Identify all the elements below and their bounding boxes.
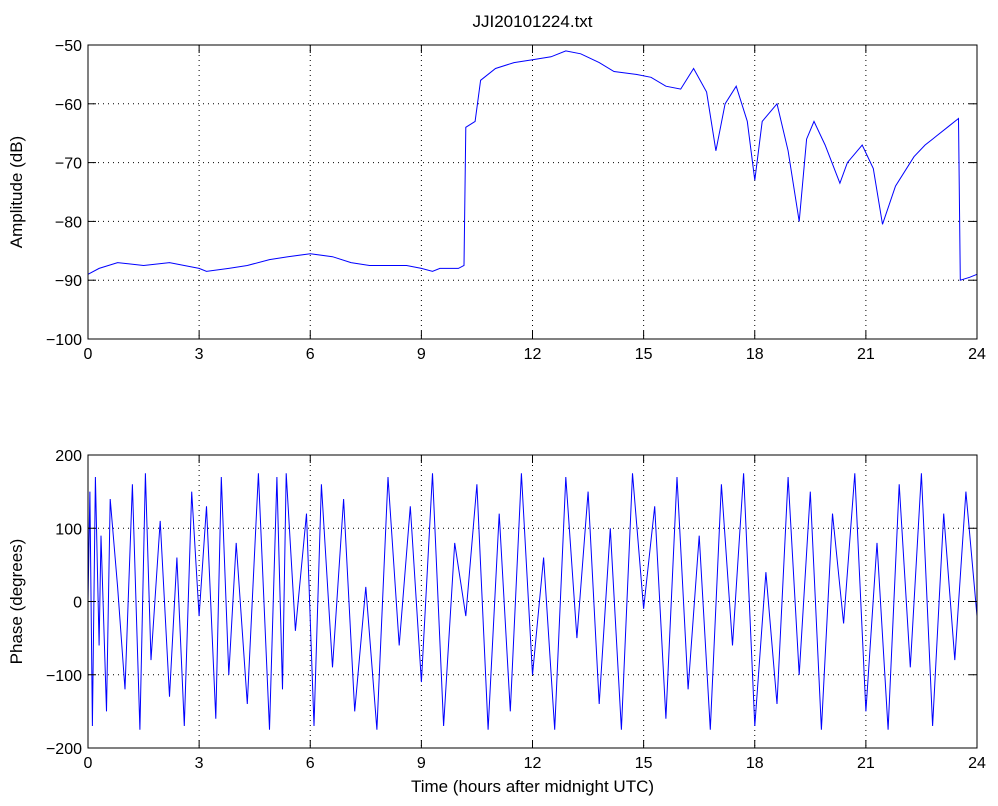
y-tick-label: −50: [55, 38, 82, 55]
y-tick-label: −200: [46, 741, 82, 758]
x-tick-label: 18: [746, 755, 764, 772]
amplitude-y-axis-label: Amplitude (dB): [7, 136, 26, 248]
y-tick-label: −90: [55, 273, 82, 290]
amplitude-grid: [88, 45, 977, 339]
x-tick-label: 3: [195, 346, 204, 363]
y-tick-label: 100: [55, 521, 82, 538]
x-tick-label: 21: [857, 346, 875, 363]
phase-ticks: 0 3 6 9 12 15 18 21 24 200 100 0 −100 −200: [46, 448, 986, 772]
y-tick-label: −70: [55, 156, 82, 173]
x-tick-label: 24: [968, 755, 986, 772]
x-tick-label: 15: [635, 755, 653, 772]
chart-title: JJI20101224.txt: [472, 12, 592, 31]
phase-series-line: [87, 473, 978, 730]
x-tick-label: 0: [84, 346, 93, 363]
x-tick-label: 9: [417, 755, 426, 772]
x-tick-label: 0: [84, 755, 93, 772]
y-tick-label: −100: [46, 668, 82, 685]
amplitude-axes: 0 3 6 9 12 15 18 21 24 −50 −60 −70 −80 −90 −100 JJI201…: [7, 12, 986, 363]
y-tick-label: −100: [46, 332, 82, 349]
x-tick-label: 12: [524, 346, 542, 363]
x-tick-label: 3: [195, 755, 204, 772]
phase-grid: [88, 455, 977, 748]
y-tick-label: −60: [55, 97, 82, 114]
x-tick-label: 9: [417, 346, 426, 363]
phase-axes: 0 3 6 9 12 15 18 21 24 200 100 0 −100 −200 Phase (deg…: [7, 448, 986, 796]
x-tick-label: 18: [746, 346, 764, 363]
x-tick-label: 15: [635, 346, 653, 363]
phase-y-axis-label: Phase (degrees): [7, 539, 26, 665]
y-tick-label: 200: [55, 448, 82, 465]
x-tick-label: 6: [306, 755, 315, 772]
x-tick-label: 12: [524, 755, 542, 772]
x-tick-label: 21: [857, 755, 875, 772]
amplitude-ticks: 0 3 6 9 12 15 18 21 24 −50 −60 −70 −80 −90 −100: [46, 38, 986, 363]
y-tick-label: 0: [73, 595, 82, 612]
x-tick-label: 6: [306, 346, 315, 363]
amplitude-series-line: [87, 50, 978, 281]
y-tick-label: −80: [55, 214, 82, 231]
phase-x-axis-label: Time (hours after midnight UTC): [411, 777, 654, 796]
x-tick-label: 24: [968, 346, 986, 363]
